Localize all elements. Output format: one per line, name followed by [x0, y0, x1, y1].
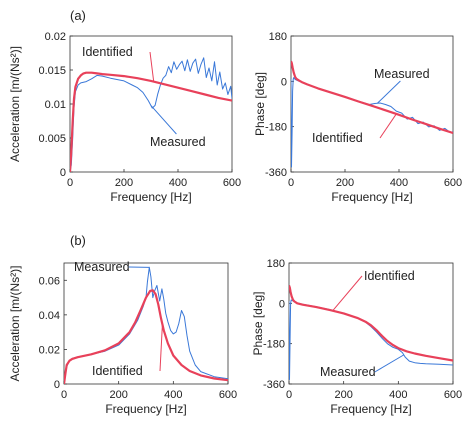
x-tick-label: 200	[109, 389, 127, 401]
series-line-identified	[70, 71, 232, 172]
annotation-label: Measured	[374, 67, 430, 81]
x-tick-label: 200	[336, 177, 354, 189]
y-tick-label: 0.005	[38, 133, 66, 145]
y-tick-label: -360	[265, 167, 287, 179]
y-axis-label: Phase [deg]	[251, 291, 265, 355]
x-tick-label: 600	[219, 389, 237, 401]
y-tick-label: 0.015	[38, 65, 66, 77]
series-line-identified	[289, 285, 453, 362]
series-line-measured	[291, 77, 453, 168]
y-tick-label: -180	[263, 339, 285, 351]
series-line-measured	[64, 266, 228, 384]
annotation-leader	[332, 275, 363, 312]
annotation-label: Identified	[92, 364, 143, 378]
annotation-label: Measured	[74, 260, 130, 274]
y-tick-label: -360	[263, 379, 285, 391]
x-tick-label: 0	[286, 389, 292, 401]
y-tick-label: -180	[265, 122, 287, 134]
x-tick-label: 200	[334, 389, 352, 401]
annotation-leader	[374, 354, 405, 373]
x-axis-label: Frequency [Hz]	[330, 402, 411, 416]
x-tick-label: 0	[67, 177, 73, 189]
x-tick-label: 600	[444, 177, 462, 189]
y-tick-label: 0	[281, 76, 287, 88]
x-tick-label: 600	[444, 389, 462, 401]
chart-a-acceleration: 0 200 400 600 0 0.005 0.01 0.015 0.02 Frequency […	[8, 31, 241, 204]
y-tick-label: 0	[54, 379, 60, 391]
annotation-label: Identified	[82, 45, 133, 59]
x-tick-label: 0	[288, 177, 294, 189]
annotation-label: Identified	[312, 131, 363, 145]
series-line-measured	[70, 57, 232, 172]
y-tick-label: 180	[269, 31, 287, 43]
x-tick-label: 400	[390, 177, 408, 189]
annotation-label: Identified	[364, 269, 415, 283]
y-tick-label: 0.02	[39, 344, 60, 356]
plot-frame	[63, 262, 229, 385]
annotation-leader	[159, 324, 163, 372]
y-tick-label: 0.04	[39, 310, 60, 322]
panel-label-b: (b)	[70, 233, 86, 248]
annotation-leader	[379, 113, 397, 139]
y-tick-label: 180	[267, 258, 285, 270]
y-tick-label: 0.01	[45, 99, 66, 111]
x-tick-label: 600	[223, 177, 241, 189]
x-tick-label: 400	[164, 389, 182, 401]
chart-b-acceleration: 0 200 400 600 0 0.02 0.04 0.06 Frequency [Hz] Acc…	[8, 260, 237, 416]
x-tick-label: 200	[115, 177, 133, 189]
annotation-leader	[150, 105, 177, 135]
y-tick-label: 0.02	[45, 31, 66, 43]
x-axis-label: Frequency [Hz]	[331, 190, 412, 204]
annotation-leader	[149, 51, 155, 82]
y-axis-label: Acceleration [m/(Ns²)]	[8, 46, 22, 162]
x-tick-label: 400	[169, 177, 187, 189]
y-tick-label: 0.06	[39, 275, 60, 287]
annotation-label: Measured	[320, 365, 376, 379]
annotation-leader	[377, 80, 401, 104]
chart-b-phase: 0 200 400 600 -360 -180 0 180 Frequency [Hz] Phas…	[251, 258, 462, 416]
x-tick-label: 0	[61, 389, 67, 401]
annotation-label: Measured	[150, 135, 206, 149]
series-line-identified	[64, 289, 228, 384]
y-axis-label: Phase [deg]	[253, 72, 267, 136]
y-tick-label: 0	[60, 167, 66, 179]
x-axis-label: Frequency [Hz]	[105, 402, 186, 416]
y-axis-label: Acceleration [m/(Ns²)]	[8, 265, 22, 381]
y-tick-label: 0	[279, 298, 285, 310]
x-tick-label: 400	[389, 389, 407, 401]
chart-a-phase: 0 200 400 600 -360 -180 0 180 Frequency [Hz] Phas…	[253, 31, 462, 204]
x-axis-label: Frequency [Hz]	[110, 190, 191, 204]
series-line-identified	[291, 60, 453, 135]
panel-label-a: (a)	[70, 8, 86, 23]
